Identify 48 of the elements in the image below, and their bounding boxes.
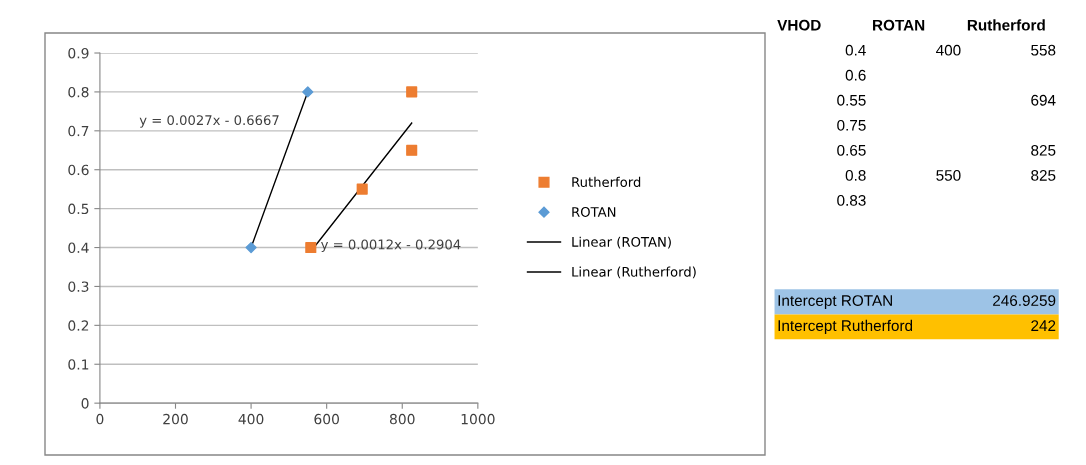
text: 0.75 xyxy=(837,119,866,131)
text: 558 xyxy=(1031,44,1056,56)
annotation: y = 0.0012x - 0.2904 xyxy=(321,239,461,252)
y-tick-label: 0.3 xyxy=(68,281,89,292)
x-tick-label: 1000 xyxy=(461,413,495,425)
text: 694 xyxy=(1031,94,1056,106)
text: 0.6 xyxy=(845,69,866,81)
x-tick-label: 400 xyxy=(238,413,264,425)
text: 825 xyxy=(1031,144,1056,156)
text: 246.9259 xyxy=(993,295,1056,306)
point xyxy=(406,144,418,156)
point xyxy=(356,183,368,195)
point xyxy=(406,86,418,98)
y-tick-label: 0 xyxy=(81,398,89,409)
y-tick-label: 0.5 xyxy=(68,203,89,215)
text: VHOD xyxy=(777,19,821,31)
y-tick-label: 0.9 xyxy=(68,47,89,59)
text: 242 xyxy=(1031,320,1056,331)
legend-label: Rutherford xyxy=(572,176,641,188)
legend-label: Linear (ROTAN) xyxy=(572,236,671,249)
y-tick-label: 0.7 xyxy=(68,125,89,137)
text: 0.4 xyxy=(845,44,866,56)
legend-label: Linear (Rutherford) xyxy=(572,266,696,279)
y-tick-label: 0.4 xyxy=(68,242,89,254)
y-tick-label: 0.1 xyxy=(68,359,89,370)
y-tick-label: 0.6 xyxy=(68,164,89,176)
text: 400 xyxy=(936,44,961,56)
point xyxy=(302,86,314,98)
x-tick-label: 600 xyxy=(314,413,339,425)
x-tick-label: 200 xyxy=(163,413,188,425)
point xyxy=(245,241,257,254)
x-tick-label: 0 xyxy=(96,413,104,425)
point xyxy=(305,241,317,254)
y-tick-label: 0.8 xyxy=(68,86,89,98)
y-tick-label: 0.2 xyxy=(68,320,89,331)
text: Rutherford xyxy=(967,19,1045,31)
text: 0.83 xyxy=(837,195,866,206)
text: ROTAN xyxy=(873,19,925,31)
text: Intercept ROTAN xyxy=(778,295,892,310)
text: 825 xyxy=(1031,169,1056,181)
x-tick-label: 800 xyxy=(389,413,415,425)
text: Intercept Rutherford xyxy=(778,319,913,335)
text: 550 xyxy=(936,169,961,181)
text: 0.55 xyxy=(837,94,866,106)
text: 0.8 xyxy=(845,169,866,181)
annotation: y = 0.0027x - 0.6667 xyxy=(139,115,279,128)
text: 0.65 xyxy=(837,144,866,156)
legend-label: ROTAN xyxy=(572,206,616,217)
